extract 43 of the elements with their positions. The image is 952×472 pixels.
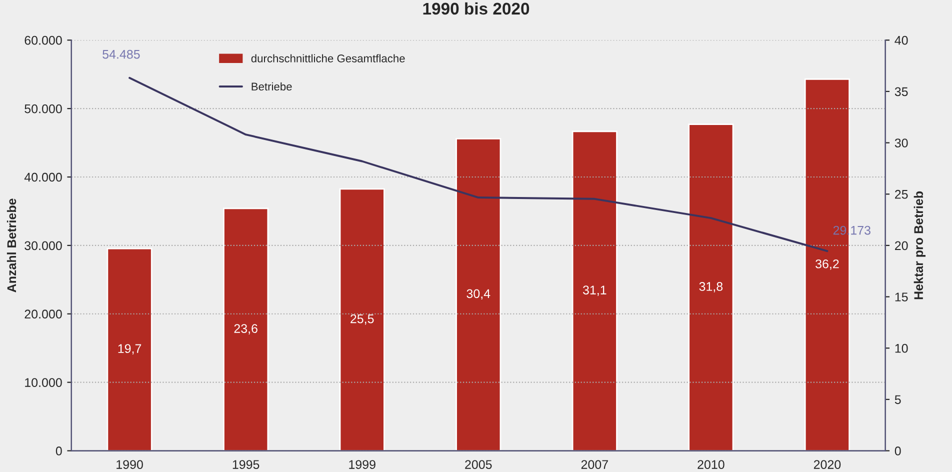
- x-tick-label: 2010: [698, 460, 724, 469]
- data-label: 19,7: [118, 344, 142, 354]
- y-tick-label: 10.000: [25, 378, 62, 387]
- y-tick-label: 60.000: [24, 36, 62, 45]
- y2-tick-label: 30: [894, 138, 908, 148]
- bar: [688, 124, 734, 451]
- data-label: 30,4: [466, 289, 490, 300]
- y-tick-label: 40.000: [24, 172, 62, 182]
- x-tick-label: 1990: [116, 460, 143, 469]
- x-tick-label: 1995: [232, 460, 260, 469]
- y-tick-label: 30.000: [24, 241, 62, 250]
- x-tick-label: 2005: [465, 460, 492, 469]
- data-label: 25,5: [350, 314, 374, 325]
- data-label: 54.485: [102, 50, 140, 59]
- x-tick-label: 1999: [349, 460, 376, 469]
- y2-tick-label: 15: [895, 292, 908, 302]
- bar: [339, 188, 385, 451]
- legend-label: durchschnittliche Gesamtflache: [251, 54, 405, 62]
- data-label: 31,1: [582, 286, 606, 296]
- y2-tick-label: 25: [895, 190, 908, 199]
- chart-title: 1990 bis 2020: [423, 2, 530, 15]
- y-axis-title: Anzahl Betriebe: [6, 198, 16, 292]
- bar: [456, 138, 502, 451]
- data-label: 23,6: [234, 324, 258, 334]
- y2-tick-label: 20: [895, 241, 908, 250]
- y-tick-label: 20.000: [24, 310, 62, 319]
- legend-label: Betriebe: [252, 82, 292, 91]
- y2-tick-label: 40: [894, 36, 908, 45]
- bar: [572, 130, 618, 451]
- x-tick-label: 2020: [814, 460, 841, 469]
- bar: [223, 208, 269, 451]
- y2-tick-label: 35: [894, 87, 908, 96]
- y2-tick-label: 5: [894, 395, 901, 404]
- line-series: [128, 76, 828, 252]
- bar: [106, 248, 152, 451]
- y-tick-label: 50.000: [24, 104, 62, 114]
- data-label: 36,2: [816, 259, 839, 270]
- y2-axis-title: Hektar pro Betrieb: [914, 191, 926, 300]
- y2-tick-label: 10: [895, 344, 908, 353]
- y2-tick-label: 0: [894, 446, 901, 456]
- y-tick-label: 0: [56, 446, 62, 456]
- x-tick-label: 2007: [581, 460, 608, 469]
- data-label: 31,8: [699, 282, 723, 292]
